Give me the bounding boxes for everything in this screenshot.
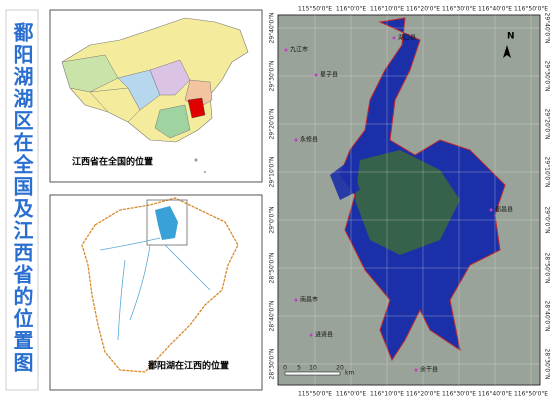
title: 鄱阳湖湖区在全国及江西省的位置图 bbox=[10, 22, 34, 374]
lat-label: 29°30'0"N bbox=[544, 61, 551, 92]
place-label: 九江市 bbox=[290, 46, 308, 54]
lat-label: 29°40'0"N bbox=[544, 13, 551, 44]
lon-label: 116°40'0"E bbox=[478, 391, 512, 398]
china-caption: 江西省在全国的位置 bbox=[72, 156, 153, 168]
lon-label: 116°0'0"E bbox=[336, 6, 366, 13]
place-dot bbox=[392, 36, 396, 40]
scale-unit: km bbox=[345, 370, 354, 377]
lat-label: 28°30'0"N bbox=[269, 349, 276, 380]
lon-label: 116°20'0"E bbox=[406, 6, 440, 13]
lon-label: 115°50'0"E bbox=[298, 6, 332, 13]
jiangxi-caption: 鄱阳湖在江西的位置 bbox=[147, 360, 229, 372]
place-dot bbox=[294, 298, 298, 302]
lat-label: 29°0'0"N bbox=[269, 206, 276, 233]
place-label: 永修县 bbox=[300, 136, 318, 144]
lon-label: 116°10'0"E bbox=[370, 6, 404, 13]
lat-label: 28°30'0"N bbox=[544, 349, 551, 380]
place-label: 进贤县 bbox=[315, 331, 333, 339]
lon-label: 116°10'0"E bbox=[370, 391, 404, 398]
lat-label: 29°20'0"N bbox=[269, 109, 276, 140]
scale-label: 0 bbox=[283, 365, 287, 372]
lat-label: 28°50'0"N bbox=[269, 253, 276, 284]
lat-label: 29°30'0"N bbox=[269, 61, 276, 92]
place-label: 星子县 bbox=[320, 72, 338, 79]
lat-label: 29°10'0"N bbox=[544, 157, 551, 188]
scale-bar bbox=[284, 371, 341, 376]
lon-label: 116°40'0"E bbox=[478, 6, 512, 13]
place-dot bbox=[284, 48, 288, 52]
lon-label: 116°30'0"E bbox=[442, 6, 476, 13]
title-panel bbox=[5, 9, 39, 391]
lat-label: 28°40'0"N bbox=[269, 301, 276, 332]
place-label: 都昌县 bbox=[495, 206, 513, 214]
north-symbol bbox=[503, 45, 511, 58]
lon-label: 116°0'0"E bbox=[336, 391, 366, 398]
lat-label: 29°20'0"N bbox=[544, 109, 551, 140]
lon-label: 116°30'0"E bbox=[442, 391, 476, 398]
lat-label: 29°10'0"N bbox=[269, 157, 276, 188]
place-dot bbox=[489, 208, 493, 212]
lat-label: 28°50'0"N bbox=[544, 253, 551, 284]
place-dot bbox=[309, 333, 313, 337]
lat-label: 28°40'0"N bbox=[544, 301, 551, 332]
lon-label: 116°50'0"E bbox=[514, 6, 548, 13]
lon-label: 116°50'0"E bbox=[514, 391, 548, 398]
scale-label: 5 bbox=[297, 365, 301, 372]
scale-label: 20 bbox=[336, 365, 344, 372]
place-label: 南昌市 bbox=[300, 296, 318, 304]
place-dot bbox=[314, 73, 318, 77]
lat-label: 29°0'0"N bbox=[544, 206, 551, 233]
place-dot bbox=[294, 138, 298, 142]
scale-label: 10 bbox=[309, 365, 317, 372]
place-dot bbox=[414, 368, 418, 372]
lat-label: 29°40'0"N bbox=[269, 13, 276, 44]
lon-label: 115°50'0"E bbox=[298, 391, 332, 398]
china-map bbox=[61, 17, 249, 173]
place-label: 余干县 bbox=[420, 366, 438, 374]
lon-label: 116°20'0"E bbox=[406, 391, 440, 398]
jiangxi-map bbox=[81, 197, 239, 373]
place-label: 湖口县 bbox=[398, 34, 416, 42]
north-arrow: N bbox=[507, 32, 515, 42]
lake-map bbox=[330, 17, 506, 362]
